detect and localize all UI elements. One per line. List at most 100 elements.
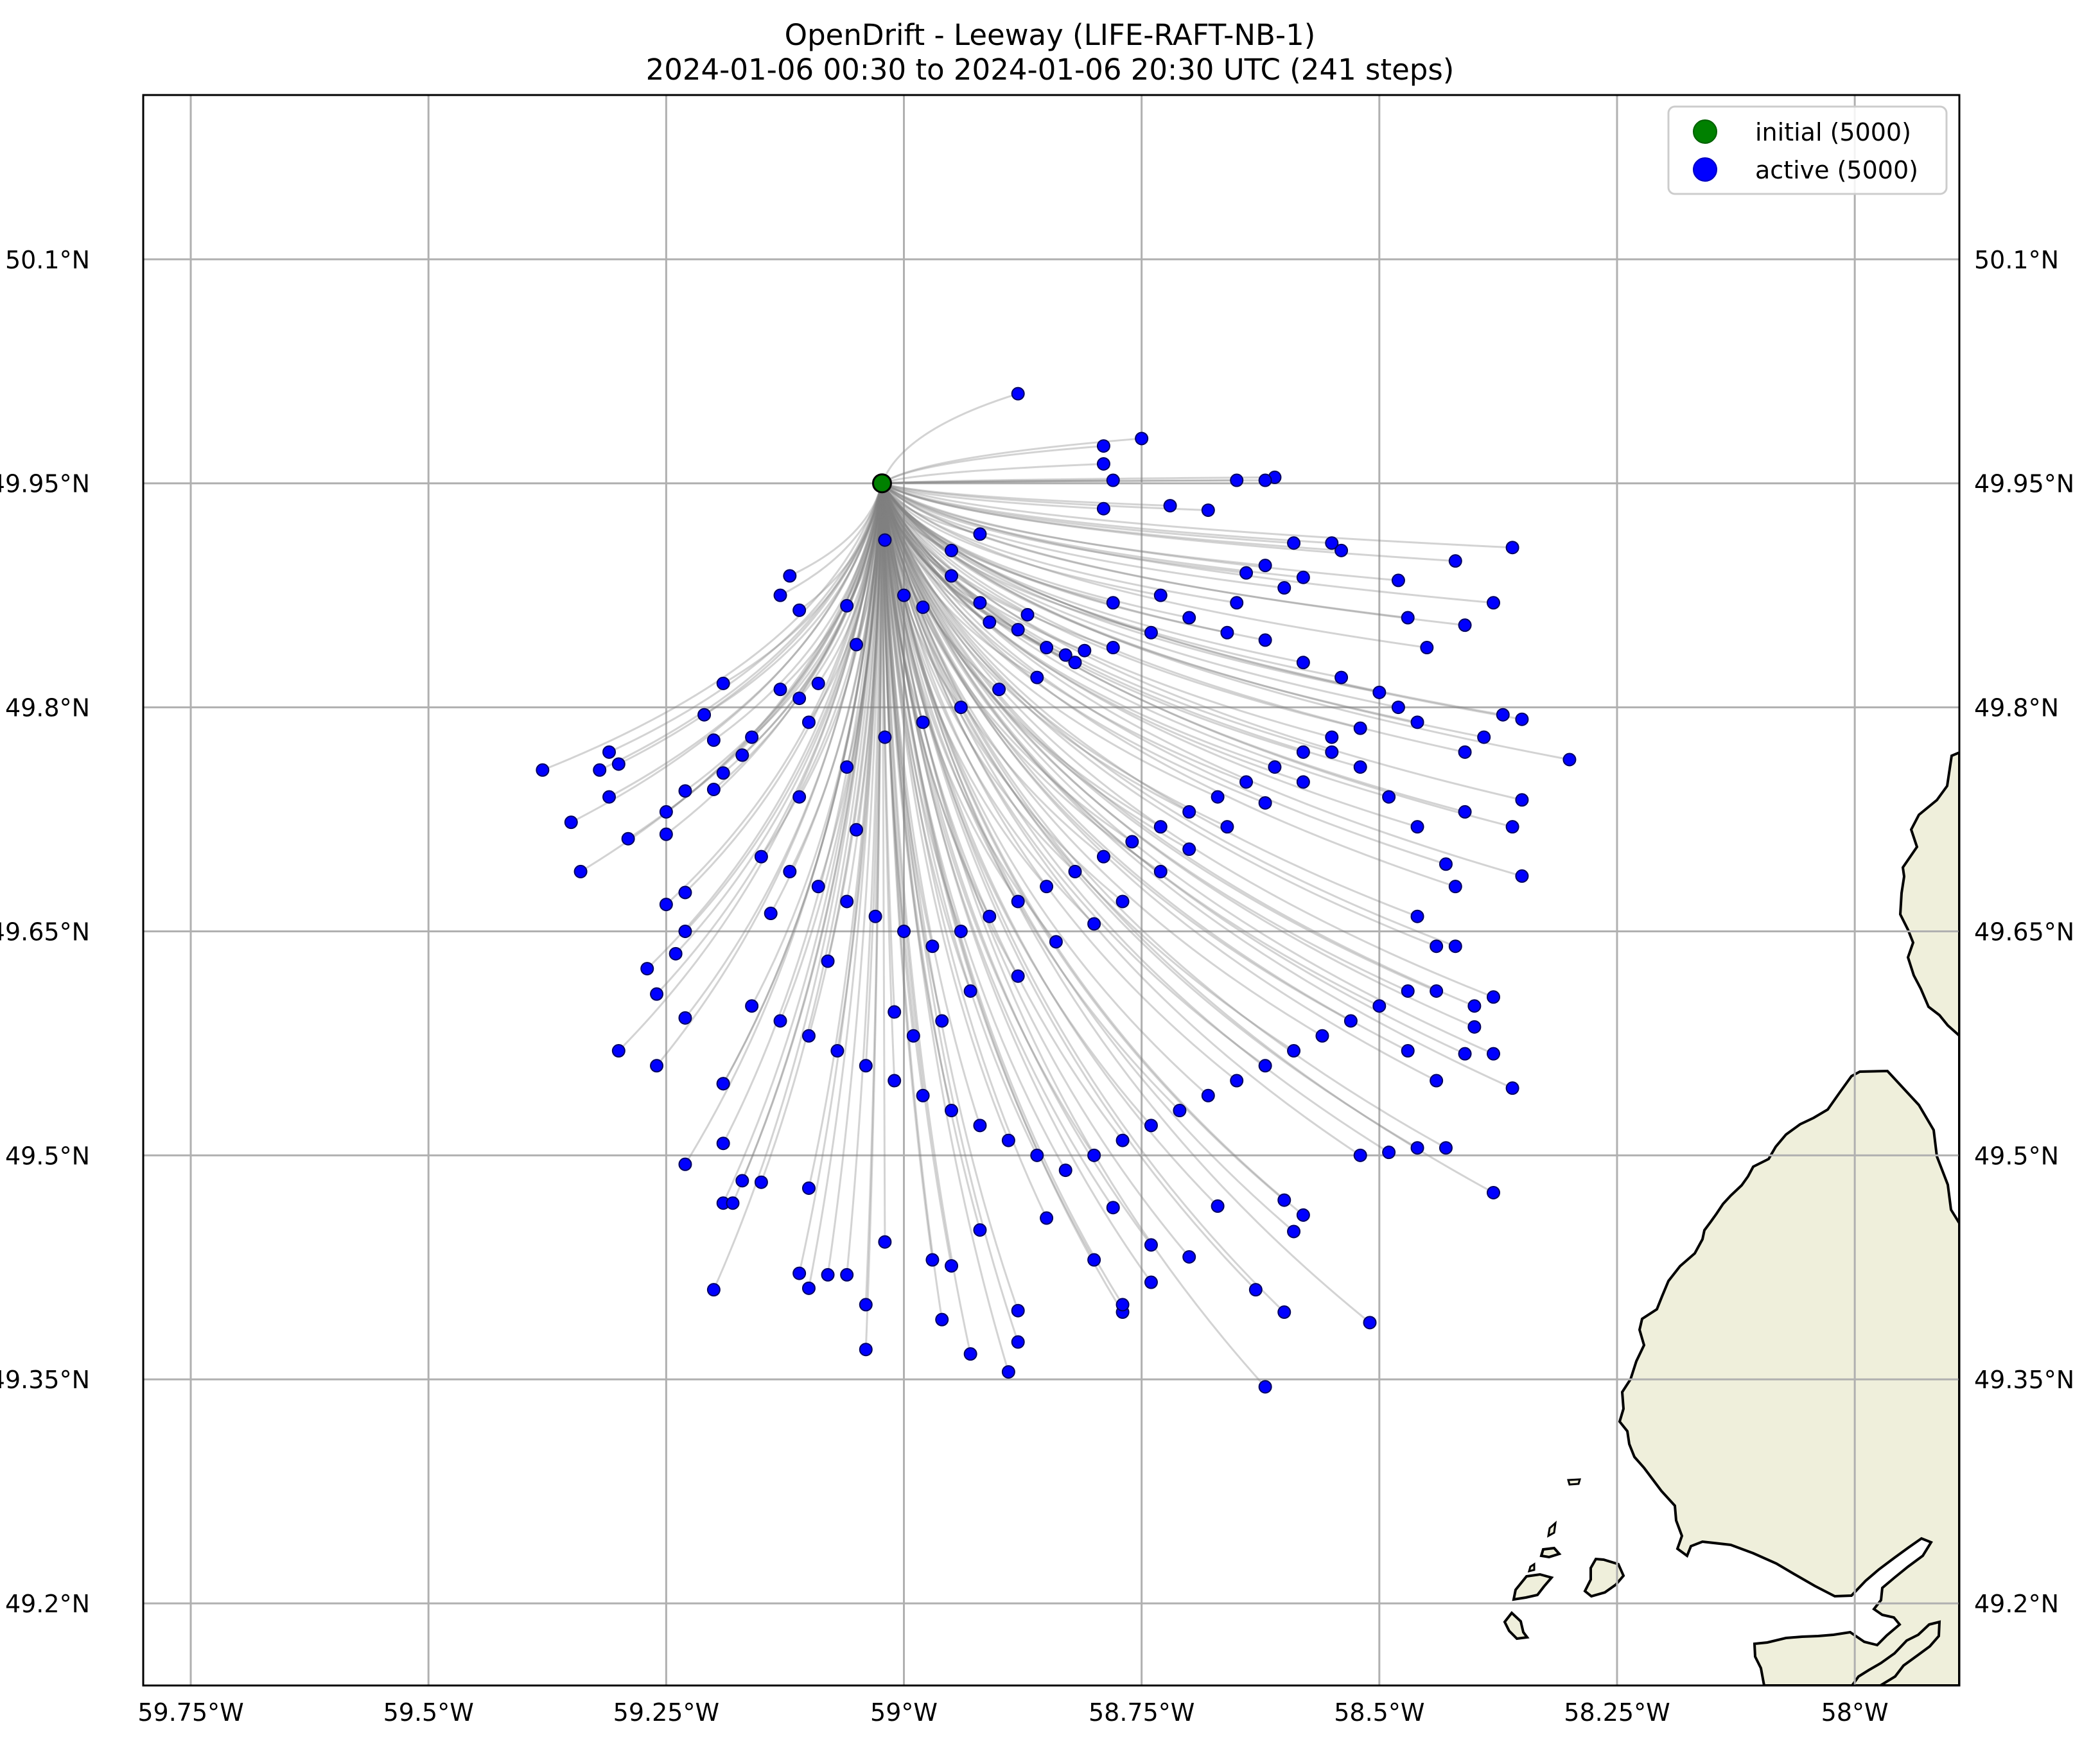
active-particle: [1516, 713, 1528, 726]
lon-tick-label: 59.25°W: [613, 1698, 719, 1727]
active-particle: [1268, 761, 1281, 773]
active-particle: [708, 734, 720, 746]
active-particle: [1212, 1200, 1224, 1212]
active-particle: [783, 570, 796, 582]
active-particle: [1183, 612, 1195, 624]
active-particle: [1412, 716, 1424, 728]
active-particle: [1145, 1239, 1157, 1251]
active-particle: [793, 791, 805, 803]
active-particle: [1259, 475, 1272, 487]
active-particle: [945, 544, 958, 557]
active-particle: [622, 833, 634, 845]
active-particle: [1354, 1149, 1367, 1162]
active-particle: [1449, 880, 1462, 893]
active-particle: [860, 1298, 872, 1311]
active-particle: [1383, 1146, 1395, 1158]
active-particle: [1230, 475, 1243, 487]
active-particle: [793, 1267, 805, 1280]
lat-tick-label: 49.8°N: [5, 694, 90, 722]
active-particle: [1563, 753, 1575, 765]
active-particle: [1145, 1119, 1157, 1131]
active-particle: [1259, 634, 1272, 646]
active-particle: [1183, 1251, 1195, 1263]
active-particle: [641, 962, 653, 975]
active-particle: [1126, 835, 1138, 848]
longitude-tick-labels: 59.75°W 59.5°W 59.25°W 59°W 58.75°W 58.5°W 58.…: [137, 1698, 1888, 1727]
active-particle: [879, 1236, 891, 1248]
active-particle: [1012, 970, 1024, 982]
active-particle: [746, 731, 758, 744]
active-particle: [1230, 1075, 1243, 1087]
active-particle: [679, 886, 691, 898]
active-particle: [1088, 918, 1100, 930]
active-particle: [965, 1348, 977, 1360]
active-particle: [1078, 645, 1090, 657]
active-particle: [1507, 821, 1519, 833]
active-particle: [1060, 1164, 1072, 1176]
active-particle: [1021, 609, 1033, 621]
active-particle: [1012, 1305, 1024, 1317]
active-particle: [660, 828, 672, 841]
active-particle: [1164, 500, 1177, 512]
active-particle: [803, 1030, 815, 1042]
active-particle: [1088, 1254, 1100, 1266]
active-particle: [565, 816, 577, 828]
active-particle: [1335, 672, 1347, 684]
active-particle: [1069, 656, 1081, 668]
active-particle: [974, 597, 986, 609]
legend-active-label: active (5000): [1755, 156, 1918, 184]
active-particle: [783, 866, 796, 878]
active-particle: [1468, 1000, 1480, 1012]
lat-tick-label: 49.5°N: [5, 1142, 90, 1170]
active-particle: [1088, 1149, 1100, 1162]
active-particle: [870, 910, 882, 923]
active-particle: [651, 1059, 663, 1072]
active-particle: [1183, 806, 1195, 818]
lon-tick-label: 59.75°W: [137, 1698, 243, 1727]
active-particle: [1230, 597, 1243, 609]
active-particle: [536, 764, 548, 776]
active-particle: [1297, 776, 1309, 788]
active-particle: [1297, 746, 1309, 758]
active-particle: [1259, 1059, 1272, 1072]
latitude-tick-labels-left: 50.1°N 49.95°N 49.8°N 49.65°N 49.5°N 49.35°N 4…: [0, 246, 90, 1618]
active-particle: [717, 1137, 730, 1149]
active-particle: [736, 749, 748, 762]
active-particle: [898, 589, 910, 602]
active-particle: [907, 1030, 920, 1042]
active-particle: [1002, 1135, 1015, 1147]
active-particle: [1487, 991, 1500, 1003]
active-particle: [1345, 1015, 1357, 1027]
lat-tick-label: 49.8°N: [1974, 694, 2059, 722]
active-particle: [1278, 1194, 1290, 1206]
active-particle: [603, 791, 615, 803]
active-particle: [1326, 731, 1338, 744]
active-particle: [1354, 722, 1367, 735]
active-particle: [803, 1282, 815, 1294]
active-particle: [1487, 1048, 1500, 1060]
active-particle: [1012, 1336, 1024, 1348]
active-particle: [774, 1015, 787, 1027]
active-particle: [1402, 612, 1414, 624]
lat-tick-label: 49.2°N: [1974, 1590, 2059, 1618]
active-particle: [679, 785, 691, 797]
active-particle: [917, 1090, 929, 1102]
active-particle: [1069, 866, 1081, 878]
active-particle: [1364, 1316, 1376, 1328]
islet-1: [1541, 1548, 1559, 1557]
active-particle: [936, 1314, 948, 1326]
active-particle: [1117, 1135, 1129, 1147]
active-particle: [945, 570, 958, 582]
active-particle: [841, 1269, 853, 1281]
active-particle: [831, 1045, 843, 1057]
active-particle: [1297, 1209, 1309, 1221]
active-particle: [726, 1197, 739, 1209]
active-particle: [812, 880, 825, 893]
active-particle: [670, 948, 682, 960]
active-particle: [879, 534, 891, 546]
active-particle: [1412, 910, 1424, 923]
active-particle: [936, 1015, 948, 1027]
legend-initial-marker: [1693, 120, 1717, 143]
initial-particle: [873, 475, 891, 492]
